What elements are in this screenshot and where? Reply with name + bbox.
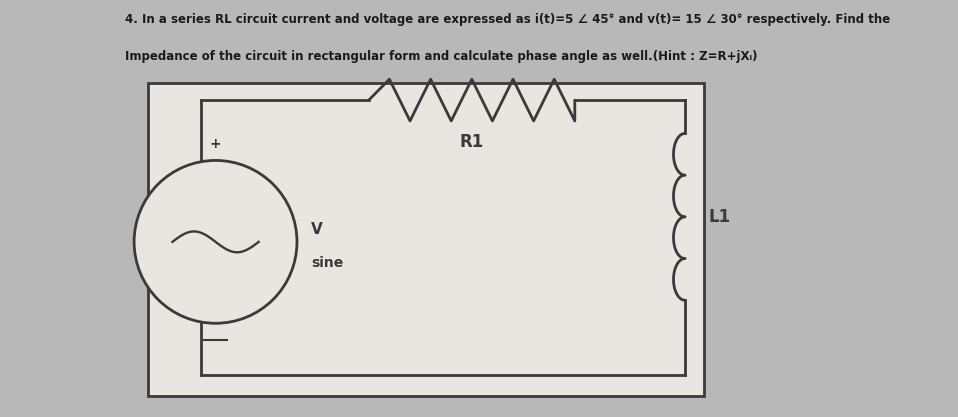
Ellipse shape [134, 161, 297, 323]
Text: sine: sine [311, 256, 344, 270]
Text: L1: L1 [709, 208, 731, 226]
Text: R1: R1 [460, 133, 484, 151]
FancyBboxPatch shape [148, 83, 704, 396]
Text: V: V [311, 222, 323, 237]
Text: +: + [210, 137, 221, 151]
Text: 4. In a series RL circuit current and voltage are expressed as i(t)=5 ∠ 45° and : 4. In a series RL circuit current and vo… [125, 13, 890, 25]
Text: Impedance of the circuit in rectangular form and calculate phase angle as well.(: Impedance of the circuit in rectangular … [125, 50, 757, 63]
